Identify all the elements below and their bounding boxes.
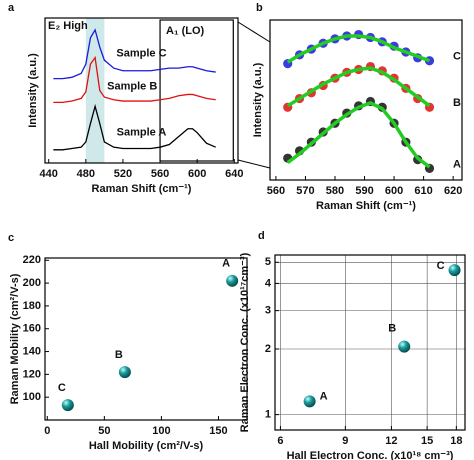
x-tick-label: 18	[450, 435, 462, 447]
x-axis-label: Raman Shift (cm⁻¹)	[92, 183, 192, 195]
zoom-line	[237, 21, 271, 43]
panel-label: d	[258, 230, 265, 242]
zoom-line	[237, 159, 271, 169]
plot-frame	[44, 17, 239, 164]
x-axis-label: Raman Shift (cm⁻¹)	[316, 200, 416, 212]
spectrum-line	[53, 55, 216, 104]
series-label: A	[453, 158, 461, 170]
point-label: A	[222, 258, 230, 270]
point-label: C	[58, 382, 66, 394]
series-label: Sample B	[107, 80, 157, 92]
y-tick-label: 220	[23, 254, 41, 266]
plot-frame	[274, 254, 466, 431]
y-tick-label: 4	[265, 277, 272, 289]
x-tick-label: 440	[40, 168, 58, 180]
x-tick-label: 15	[421, 435, 433, 447]
y-axis-label: Raman Electron Conc. (x10¹⁷cm⁻³)	[239, 252, 251, 432]
data-point	[303, 395, 316, 408]
x-tick-label: 560	[267, 185, 285, 197]
x-axis-label: Hall Mobility (cm²/V-s)	[89, 440, 204, 452]
data-point	[61, 399, 74, 412]
annotation: A₁ (LO)	[166, 25, 204, 37]
y-tick-label: 5	[265, 256, 271, 268]
point-label: C	[437, 260, 445, 272]
y-tick-label: 120	[23, 368, 41, 380]
data-point	[448, 264, 461, 277]
x-axis-label: Hall Electron Conc. (x10¹⁸ cm⁻³)	[287, 450, 454, 460]
x-tick-label: 12	[385, 435, 397, 447]
panel-label: c	[8, 232, 14, 244]
point-label: B	[388, 323, 396, 335]
x-tick-label: 480	[77, 168, 95, 180]
series-label: Sample A	[117, 127, 167, 139]
data-point	[398, 340, 411, 353]
y-tick-label: 2	[265, 343, 271, 355]
x-tick-label: 610	[414, 185, 432, 197]
panel-label: b	[256, 2, 263, 14]
spectrum-line	[53, 103, 216, 151]
x-tick-label: 600	[188, 168, 206, 180]
x-tick-label: 100	[152, 425, 170, 437]
x-tick-label: 560	[151, 168, 169, 180]
x-tick-label: 580	[326, 185, 344, 197]
x-tick-label: 620	[444, 185, 462, 197]
plot-frame	[44, 257, 248, 421]
y-tick-label: 100	[23, 391, 41, 403]
data-point	[226, 274, 239, 287]
highlight-band	[85, 18, 105, 163]
x-tick-label: 6	[277, 435, 283, 447]
x-tick-label: 590	[355, 185, 373, 197]
fit-line	[286, 101, 431, 169]
y-tick-label: 140	[23, 345, 41, 357]
x-tick-label: 50	[98, 425, 110, 437]
series-label: Sample C	[116, 47, 166, 59]
annotation: E₂ High	[48, 20, 88, 32]
fit-line	[286, 34, 431, 64]
y-tick-label: 1	[265, 409, 271, 421]
x-tick-label: 150	[209, 425, 227, 437]
panel-label: a	[8, 2, 15, 14]
series-label: C	[453, 51, 461, 63]
x-tick-label: 600	[385, 185, 403, 197]
zoom-box	[159, 19, 234, 162]
x-tick-label: 0	[44, 425, 50, 437]
point-label: B	[115, 349, 123, 361]
data-point	[118, 366, 131, 379]
point-label: A	[320, 390, 328, 402]
x-tick-label: 570	[296, 185, 314, 197]
y-tick-label: 180	[23, 300, 41, 312]
plot-frame	[269, 19, 463, 181]
y-tick-label: 160	[23, 323, 41, 335]
y-tick-label: 200	[23, 277, 41, 289]
x-tick-label: 640	[225, 168, 243, 180]
x-tick-label: 9	[342, 435, 348, 447]
y-axis-label: Intensity (a.u.)	[252, 62, 264, 137]
spectrum-line	[53, 28, 216, 80]
x-tick-label: 520	[114, 168, 132, 180]
y-axis-label: Intensity (a.u.)	[27, 53, 39, 128]
fit-line	[286, 66, 431, 108]
y-axis-label: Raman Mobility (cm²/V-s)	[9, 273, 21, 404]
series-label: B	[453, 97, 461, 109]
y-tick-label: 3	[265, 305, 271, 317]
